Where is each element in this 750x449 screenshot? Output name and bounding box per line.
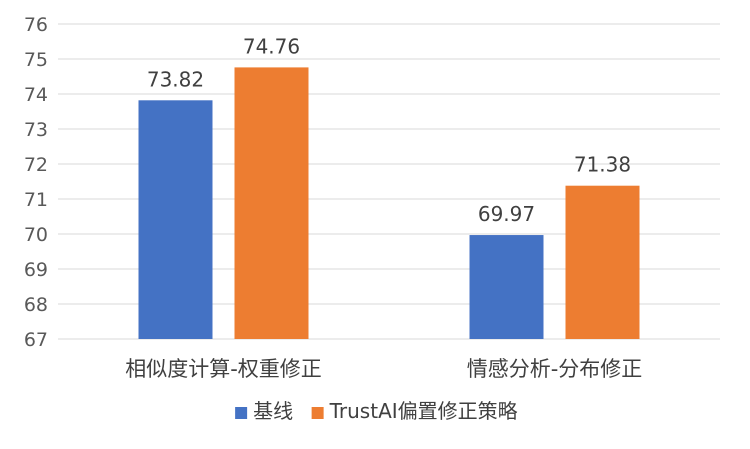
y-tick-label: 75 [24,49,48,71]
y-tick-label: 69 [24,259,48,281]
x-category-label: 相似度计算-权重修正 [125,357,322,381]
y-tick-label: 67 [24,329,48,351]
y-tick-label: 76 [24,14,48,36]
bar [565,185,640,339]
legend-entry: TrustAI偏置修正策略 [329,399,518,423]
bar [234,67,309,340]
y-tick-label: 70 [24,224,48,246]
y-tick-label: 72 [24,154,48,176]
data-label: 69.97 [478,202,535,226]
legend-swatch [311,407,324,419]
x-axis: 相似度计算-权重修正 情感分析-分布修正 [125,357,642,381]
y-tick-label: 71 [24,189,48,211]
data-label: 73.82 [147,67,204,91]
y-tick-label: 68 [24,294,48,316]
legend-swatch [235,407,248,419]
legend: 基线 TrustAI偏置修正策略 [235,399,518,423]
data-label: 71.38 [574,153,631,177]
data-labels: 73.82 74.76 69.97 71.38 [147,34,631,226]
bars [138,67,640,340]
legend-entry: 基线 [253,399,293,423]
y-tick-label: 74 [24,84,48,106]
y-tick-label: 73 [24,119,48,141]
bar [138,100,213,339]
y-axis: 67 68 69 70 71 72 73 74 75 76 [24,14,48,351]
bar [469,235,544,339]
x-category-label: 情感分析-分布修正 [467,357,643,381]
data-label: 74.76 [243,34,300,58]
